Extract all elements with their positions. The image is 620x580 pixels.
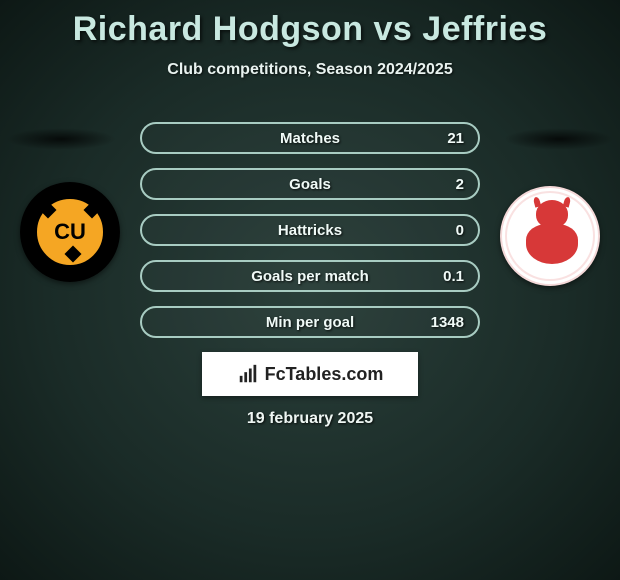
date-text: 19 february 2025 (0, 410, 620, 428)
badge-right-ring (500, 186, 600, 286)
team-badge-right (500, 186, 600, 286)
player-shadow-right (504, 128, 614, 150)
stat-label: Goals (142, 176, 478, 193)
stat-value-right: 0.1 (443, 268, 464, 285)
badge-left-text: CU (54, 219, 86, 245)
ball-hex-icon (40, 202, 57, 219)
imp-icon (520, 200, 584, 276)
stat-value-right: 2 (456, 176, 464, 193)
stat-value-right: 1348 (431, 314, 464, 331)
stat-row-matches: Matches 21 (140, 122, 480, 154)
stat-row-min-per-goal: Min per goal 1348 (140, 306, 480, 338)
stat-row-goals-per-match: Goals per match 0.1 (140, 260, 480, 292)
badge-left-ball: CU (34, 196, 106, 268)
bar-chart-icon (237, 363, 259, 385)
player-shadow-left (6, 128, 116, 150)
stat-label: Goals per match (142, 268, 478, 285)
page-title: Richard Hodgson vs Jeffries (0, 0, 620, 49)
watermark-text: FcTables.com (265, 364, 384, 385)
stat-row-goals: Goals 2 (140, 168, 480, 200)
stat-value-right: 0 (456, 222, 464, 239)
ball-hex-icon (65, 246, 82, 263)
stat-label: Min per goal (142, 314, 478, 331)
subtitle: Club competitions, Season 2024/2025 (0, 61, 620, 79)
stat-row-hattricks: Hattricks 0 (140, 214, 480, 246)
stats-container: Matches 21 Goals 2 Hattricks 0 Goals per… (140, 122, 480, 352)
team-badge-left: CU (20, 182, 120, 282)
ball-hex-icon (84, 202, 101, 219)
badge-left-ring: CU (20, 182, 120, 282)
stat-value-right: 21 (447, 130, 464, 147)
watermark: FcTables.com (202, 352, 418, 396)
stat-label: Matches (142, 130, 478, 147)
stat-label: Hattricks (142, 222, 478, 239)
